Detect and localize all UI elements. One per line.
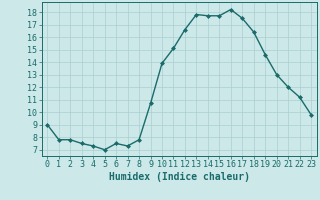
X-axis label: Humidex (Indice chaleur): Humidex (Indice chaleur)	[109, 172, 250, 182]
